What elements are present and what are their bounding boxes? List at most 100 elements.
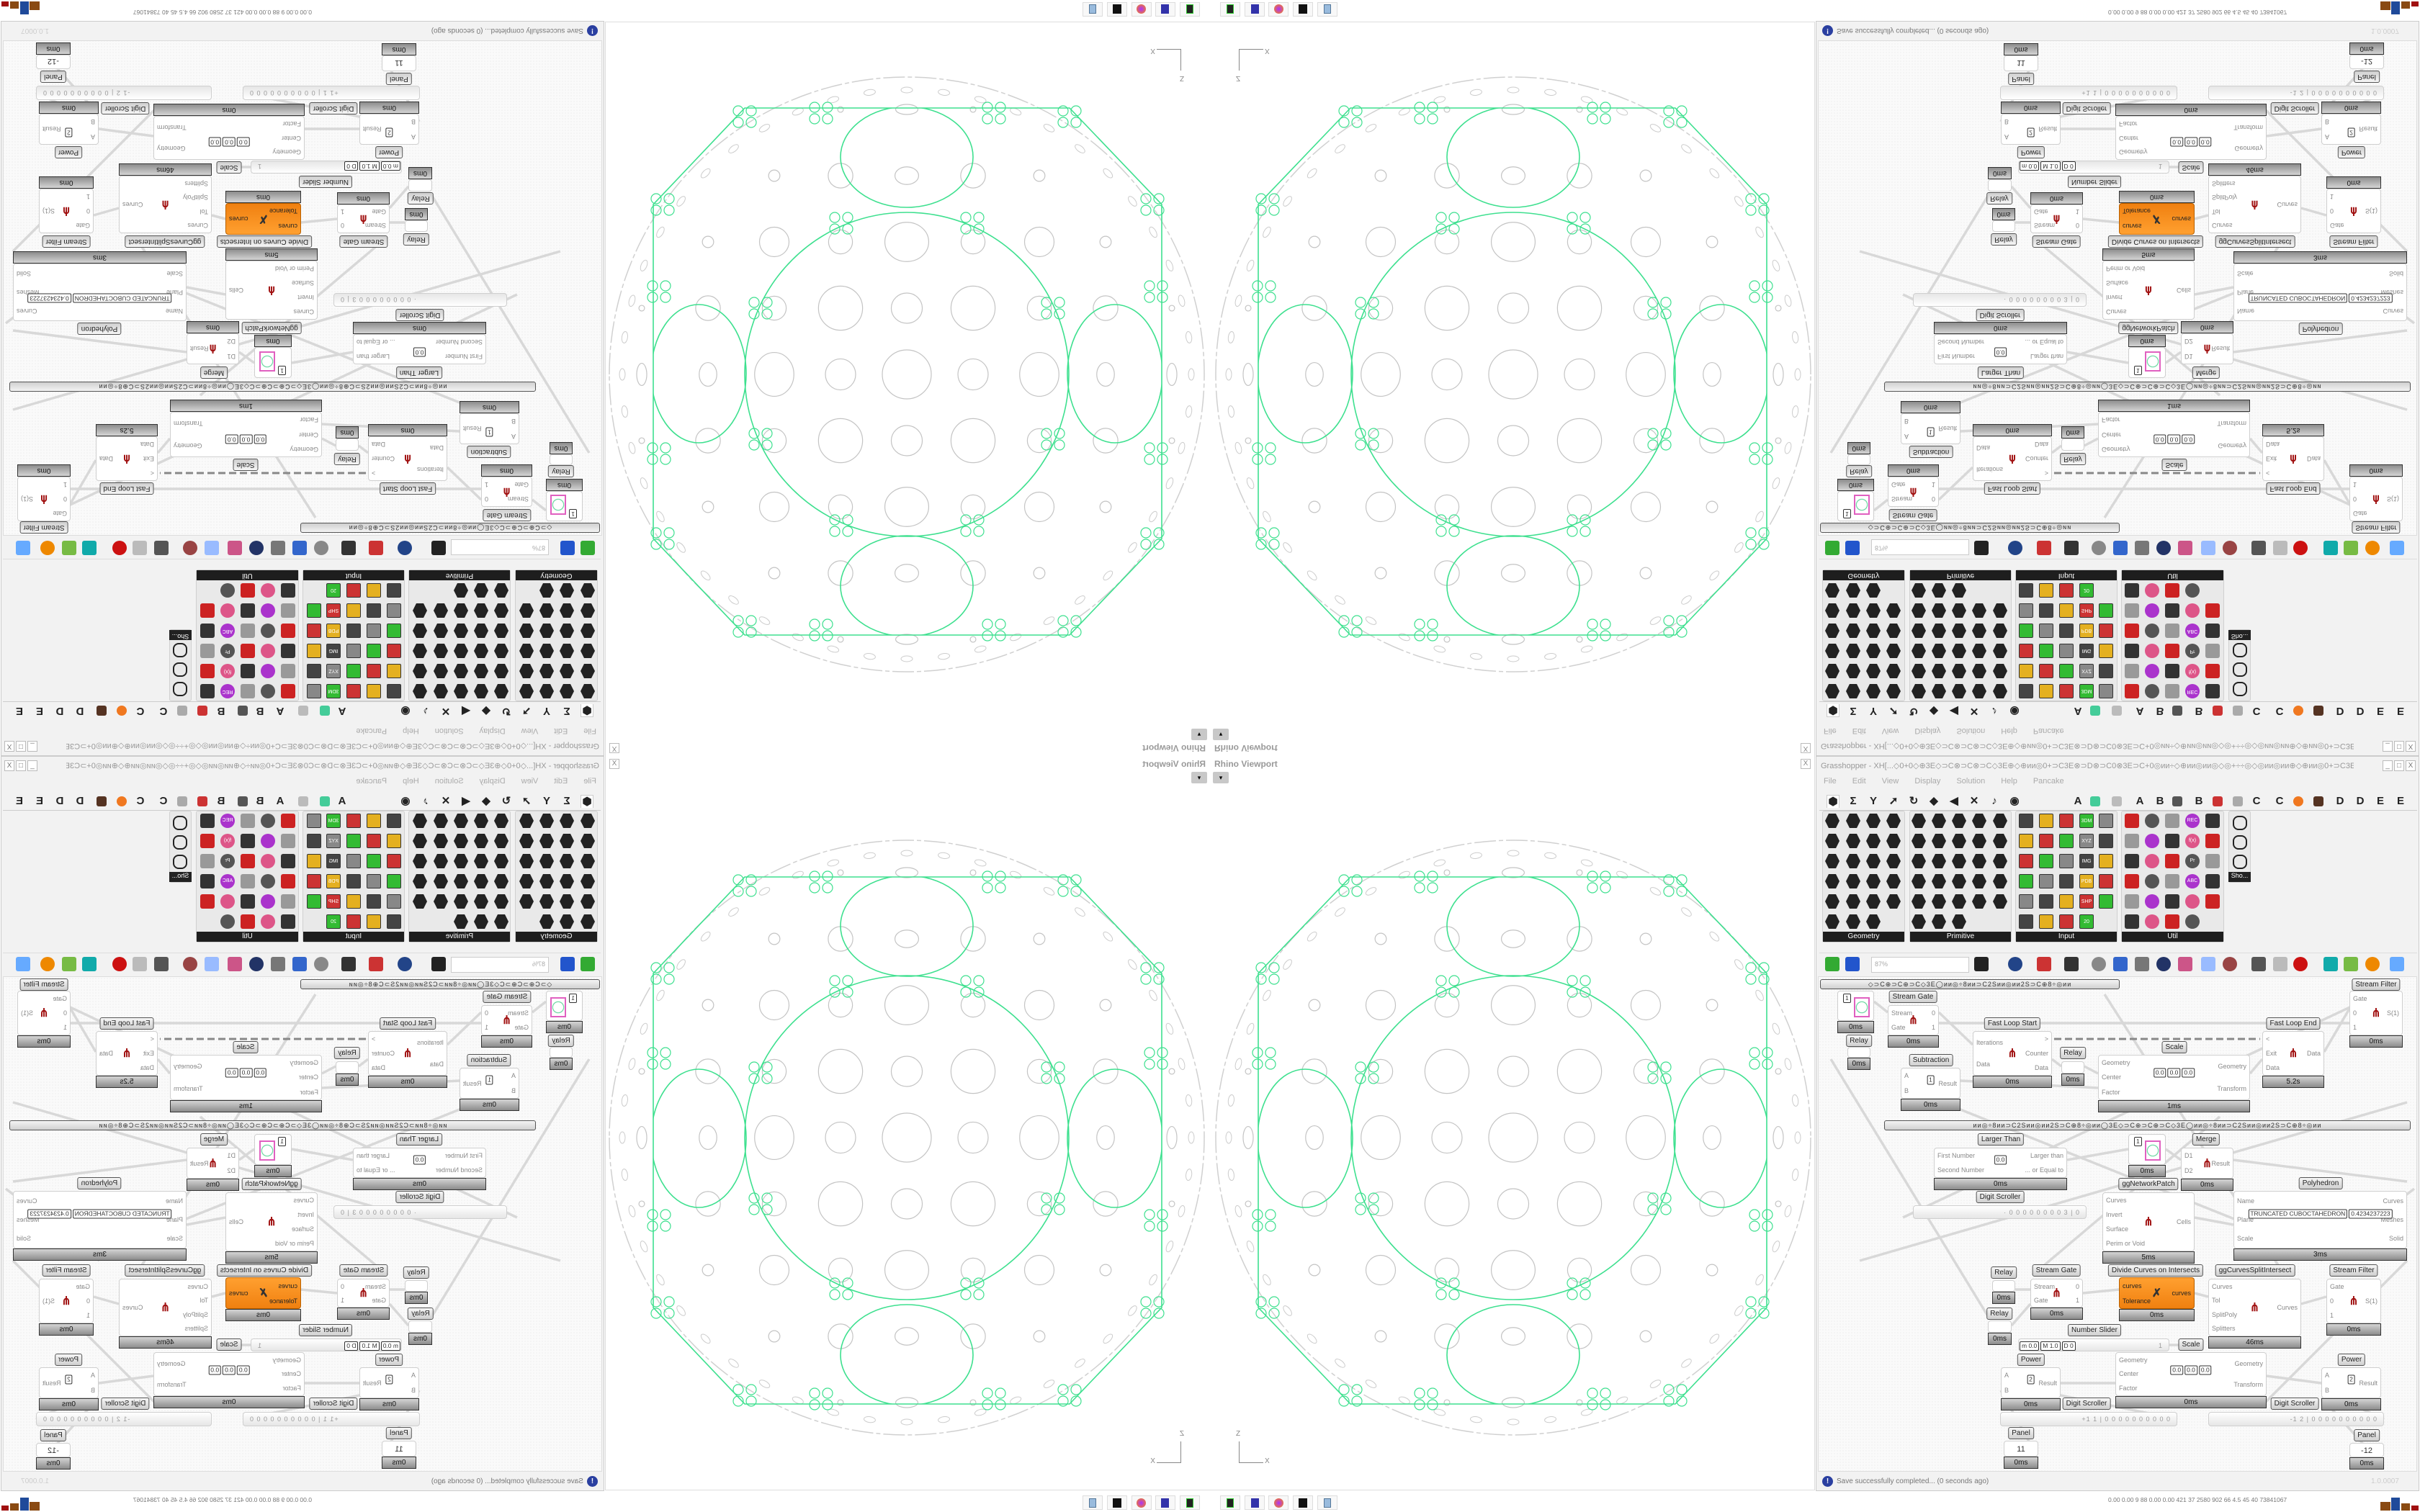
input-a[interactable]: A [411,132,416,140]
component-icon[interactable] [1993,854,2007,868]
component-icon[interactable] [1932,874,1946,888]
larger-than-label[interactable]: Larger Than [395,1133,443,1146]
subtraction-label[interactable]: Subtraction [1909,1054,1953,1066]
output--[interactable]: > [372,1035,376,1043]
tab-letter-A[interactable]: A [2074,795,2082,807]
component-icon[interactable] [1866,854,1881,868]
input-d2[interactable]: D2 [227,338,236,346]
component-icon[interactable] [1886,814,1901,828]
number-slider-param[interactable]: M 1.0 [359,161,380,171]
digit-scroller-component[interactable]: +1 1 | 0 0 0 0 0 0 0 0 0 0 [243,1412,420,1426]
input-name[interactable]: Name [2237,1197,2255,1205]
component-icon[interactable] [1846,874,1860,888]
digit-scroller-label[interactable]: Digit Scroller [2062,1398,2111,1410]
relay-component[interactable] [1992,220,2015,232]
component-icon[interactable] [1886,834,1901,848]
fast-loop-end-label[interactable]: Fast Loop End [99,1017,154,1030]
stream-gate-component[interactable]: Stream Gate 0 1 ⋔ [481,1005,532,1035]
number-slider-param[interactable]: D 0 [2061,161,2076,171]
stream-filter-component[interactable]: Gate 0 1 S(1) ⋔ [39,1279,94,1323]
component-icon[interactable] [1846,914,1860,929]
output-data[interactable]: Data [372,441,386,448]
power-label[interactable]: Power [2017,1354,2045,1366]
input-d1[interactable]: D1 [227,352,236,360]
fast-loop-start-component[interactable]: Iterations Data > Counter Data ⋔ [1973,436,2052,481]
tab-6-icon[interactable]: ◀ [1950,795,1958,807]
component-icon[interactable] [2145,834,2159,848]
taskbar-firefox-icon[interactable] [1131,2,1152,17]
scale-label[interactable]: Scale [2161,459,2187,471]
digit-scroller-value[interactable]: +1 1 | 0 0 0 0 0 0 0 0 0 0 [249,89,339,96]
ggnetworkpatch-component[interactable]: Curves Invert Surface Perim or Void Cells ⋔ [225,1192,318,1251]
subtraction-param-value[interactable]: 1 [1927,1075,1935,1085]
component-icon[interactable] [1993,834,2007,848]
component-icon[interactable]: XYZ [2079,834,2094,848]
scale-param-value[interactable]: 0.0 [223,1365,236,1375]
divide-curves-on-intersects-label[interactable]: Divide Curves on Intersects [216,1264,313,1277]
merge-label[interactable]: Merge [200,1133,228,1146]
component-icon[interactable] [1952,814,1966,828]
scale-param-value[interactable]: 0.0 [208,1365,222,1375]
relay-component[interactable] [336,1061,359,1074]
input-center[interactable]: Center [2119,134,2139,142]
taskbar-firefox-icon[interactable] [1131,1495,1152,1510]
merge-component[interactable]: D1 D2 Result ⋔ [187,1148,239,1179]
component-icon[interactable] [1912,834,1926,848]
scale-component[interactable]: Geometry Center Factor Geometry Transform 0.0… [153,116,305,160]
output-s-1-[interactable]: S(1) [21,495,34,503]
input-a[interactable]: A [411,1372,416,1380]
output-result[interactable]: Result [2038,1379,2057,1387]
group-bar[interactable]: ◇⊃C⊕⊃C⊕⊃C◇3E◯ии◎÷8ии⊃C2Sии◎ии2S⊃C⊕8÷◎ии [1820,979,2120,989]
panel-label[interactable]: Panel [386,1427,412,1439]
tab-letter-B[interactable]: B [2156,795,2164,807]
subtraction-param-value[interactable]: 1 [485,427,493,437]
output-result[interactable]: Result [2038,125,2057,133]
component-icon[interactable]: 20 [2079,914,2094,929]
boolean-toggle-icon[interactable] [259,1140,275,1161]
stream-filter-component[interactable]: Gate 0 1 S(1) ⋔ [17,477,71,521]
component-icon[interactable] [2125,914,2139,929]
scale-param-value[interactable]: 0.0 [254,434,267,444]
digit-scroller-label[interactable]: Digit Scroller [2270,102,2319,114]
fast-loop-start-label[interactable]: Fast Loop Start [379,482,436,495]
scale-label[interactable]: Scale [233,459,259,471]
power-param-value[interactable]: 2 [65,1374,73,1385]
ggnetworkpatch-component[interactable]: Curves Invert Surface Perim or Void Cells ⋔ [225,261,318,320]
component-icon[interactable] [2039,874,2053,888]
component-icon[interactable]: REC [2185,814,2200,828]
input-stream[interactable]: Stream [1891,1009,1913,1017]
stream-gate-label[interactable]: Stream Gate [483,991,532,1003]
relay-label[interactable]: Relay [2060,453,2086,465]
input-d1[interactable]: D1 [2184,1152,2193,1160]
input-exit[interactable]: Exit [143,1050,154,1057]
input-plane[interactable]: Plane [2237,1216,2254,1223]
scale-label[interactable]: Scale [2161,1041,2187,1053]
digit-scroller-label[interactable]: Digit Scroller [309,102,358,114]
output-curves[interactable]: Curves [2383,1197,2403,1205]
input-a[interactable]: A [511,432,516,440]
input-tolerance[interactable]: Tolerance [2123,1297,2151,1305]
boolean-toggle-icon[interactable] [1854,495,1870,515]
relay-label[interactable]: Relay [548,465,574,477]
divide-curves-on-intersects-component[interactable]: curves Tolerance curves ✗ [2119,1277,2195,1309]
larger-than-component[interactable]: First Number Second Number Larger than... … [353,334,486,364]
panel-label[interactable]: Panel [2008,73,2034,85]
output-1[interactable]: 1 [485,1024,489,1031]
panel-label[interactable]: Panel [40,1429,66,1441]
component-icon[interactable] [1825,854,1839,868]
output-larger-than[interactable]: Larger than [357,353,390,360]
polyhedron-component[interactable]: Name Plane Scale Curves Meshes Solid TRUNCATED… [13,1191,187,1248]
input-second-number[interactable]: Second Number [435,338,483,346]
input-factor[interactable]: Factor [2119,120,2138,127]
component-icon[interactable] [2165,914,2179,929]
input-data[interactable]: Data [140,441,154,448]
component-icon[interactable] [2125,894,2139,909]
stream-gate-component[interactable]: Stream Gate 0 1 ⋔ [337,204,390,233]
minimize-button[interactable]: _ [2383,760,2393,771]
component-icon[interactable] [2125,814,2139,828]
relay-label[interactable]: Relay [408,192,434,204]
viewport-dropdown[interactable]: ▾ [1213,772,1229,783]
relay-label[interactable]: Relay [334,453,360,465]
panel-component[interactable]: 11 [382,1441,416,1457]
panel-value[interactable]: 11 [395,1445,403,1454]
